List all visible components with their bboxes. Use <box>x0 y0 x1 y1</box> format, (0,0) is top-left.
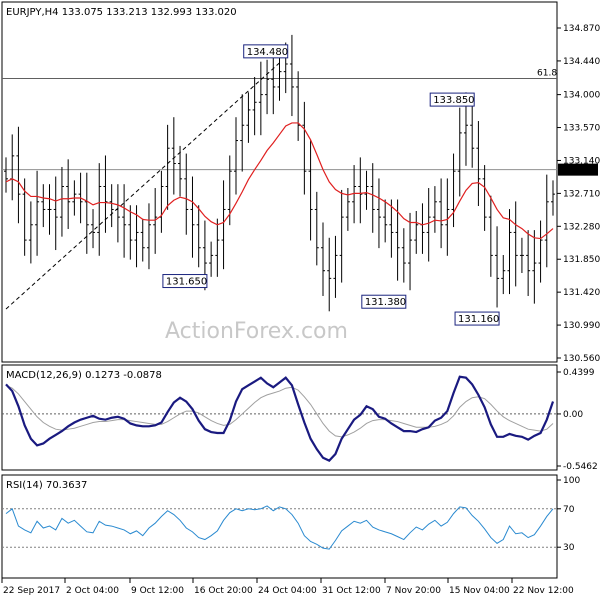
trendline <box>5 60 283 310</box>
x-tick-label: 22 Nov 12:00 <box>513 586 574 596</box>
price-annotations: 134.480 131.650 133.850 131.380 131.160 <box>162 44 500 326</box>
x-tick-label: 24 Oct 04:00 <box>258 586 317 596</box>
x-tick-label: 22 Sep 2017 <box>3 586 60 596</box>
macd-y-tick-label: 0.4399 <box>563 368 595 378</box>
ma-polyline <box>5 122 554 240</box>
price-panel: EURJPY,H4 133.075 133.213 132.993 133.02… <box>1 1 600 364</box>
macd-panel-title: MACD(12,26,9) 0.1273 -0.0878 <box>6 370 162 381</box>
rsi-line <box>2 505 557 550</box>
macd-signal-line <box>5 384 554 438</box>
x-axis: 22 Sep 2017 2 Oct 04:00 9 Oct 12:00 16 Oct … <box>1 578 574 596</box>
annotation-134-480: 134.480 <box>243 44 289 59</box>
x-tick-label: 9 Oct 12:00 <box>131 586 184 596</box>
price-y-tick-label: 130.990 <box>563 321 600 331</box>
moving-average-line <box>5 122 554 240</box>
rsi-panel: RSI(14) 70.3637 100 70 30 <box>1 474 580 579</box>
rsi-y-tick-label: 30 <box>563 543 575 553</box>
price-y-tick-label: 134.870 <box>563 24 600 34</box>
rsi-y-axis: 100 70 30 <box>557 476 580 553</box>
macd-lines <box>2 375 557 462</box>
price-y-tick-label: 134.000 <box>563 91 600 101</box>
x-tick-label: 16 Oct 20:00 <box>194 586 253 596</box>
annotation-label: 133.850 <box>433 95 474 106</box>
price-y-axis: 134.870 134.440 134.000 133.570 133.140 132.7… <box>557 24 600 364</box>
rsi-y-tick-label: 100 <box>563 476 580 486</box>
current-price-marker: 133.020 <box>558 163 598 176</box>
x-tick-label: 15 Nov 04:00 <box>449 586 510 596</box>
rsi-y-tick-label: 70 <box>563 505 575 515</box>
annotation-box <box>243 44 289 59</box>
annotation-box <box>361 294 407 309</box>
rsi-polyline <box>5 505 554 550</box>
macd-panel-frame <box>1 364 558 471</box>
fib-label: 61.8 <box>537 69 557 79</box>
x-tick-label: 7 Nov 20:00 <box>386 586 441 596</box>
annotation-131-160: 131.160 <box>454 311 500 326</box>
x-tick-label: 31 Oct 12:00 <box>322 586 381 596</box>
macd-y-axis: 0.4399 0.00 -0.5462 <box>557 368 598 472</box>
x-tick-label: 2 Oct 04:00 <box>66 586 119 596</box>
annotation-label: 131.160 <box>458 314 499 325</box>
price-y-tick-label: 130.560 <box>563 354 600 364</box>
annotation-box <box>162 274 208 289</box>
annotation-133-850: 133.850 <box>429 92 475 107</box>
price-y-tick-label: 134.440 <box>563 57 600 67</box>
current-price-label: 133.020 <box>561 166 598 176</box>
macd-y-tick-label: 0.00 <box>563 410 583 420</box>
price-panel-title: EURJPY,H4 133.075 133.213 132.993 133.02… <box>6 7 237 18</box>
macd-y-tick-label: -0.5462 <box>563 462 598 472</box>
price-y-tick-label: 133.140 <box>563 156 600 166</box>
rsi-panel-title: RSI(14) 70.3637 <box>6 480 87 491</box>
price-y-tick-label: 133.570 <box>563 124 600 134</box>
annotation-label: 131.650 <box>166 277 207 288</box>
price-y-tick-label: 132.280 <box>563 222 600 232</box>
annotation-label: 131.380 <box>365 297 406 308</box>
current-price-box <box>558 163 598 176</box>
annotation-label: 134.480 <box>247 47 288 58</box>
rsi-panel-frame <box>1 474 558 579</box>
price-y-tick-label: 131.420 <box>563 288 600 298</box>
price-panel-frame <box>1 1 558 363</box>
watermark: ActionForex.com <box>165 319 348 344</box>
price-y-tick-label: 131.850 <box>563 255 600 265</box>
trendline-segment <box>5 60 283 310</box>
price-y-tick-label: 132.710 <box>563 189 600 199</box>
annotation-131-380: 131.380 <box>361 294 407 309</box>
annotation-box <box>454 311 500 326</box>
annotation-131-650: 131.650 <box>162 274 208 289</box>
annotation-box <box>429 92 475 107</box>
macd-panel: MACD(12,26,9) 0.1273 -0.0878 0.4399 0.00 -… <box>1 364 598 472</box>
macd-main-line <box>5 375 555 462</box>
